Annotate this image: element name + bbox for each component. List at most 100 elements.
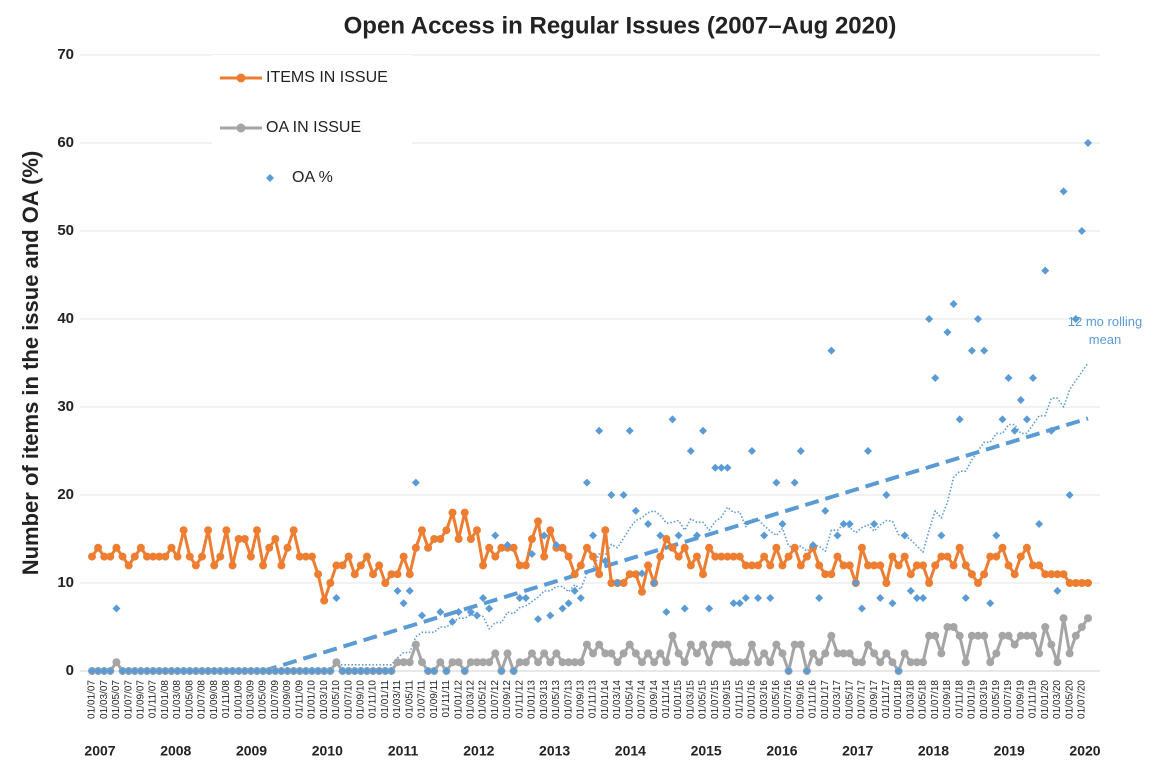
scatter-point — [228, 667, 237, 675]
series-marker — [1004, 561, 1013, 570]
series-marker — [534, 517, 543, 526]
scatter-point — [784, 667, 793, 675]
scatter-point — [735, 599, 744, 608]
series-marker — [986, 552, 995, 561]
series-marker — [289, 526, 298, 535]
series-marker — [460, 508, 469, 517]
scatter-point — [1071, 315, 1080, 323]
series-marker — [925, 579, 934, 587]
series-marker — [729, 552, 738, 561]
series-marker — [906, 570, 915, 579]
scatter-point — [307, 667, 316, 675]
scatter-point — [1041, 266, 1050, 275]
series-marker — [735, 552, 744, 561]
scatter-point — [906, 586, 915, 595]
x-tick-label: 01/01/20 — [1040, 680, 1051, 719]
x-tick-label: 01/11/14 — [661, 680, 672, 719]
series-marker — [686, 640, 695, 649]
year-label: 2017 — [842, 743, 873, 759]
series-marker — [149, 552, 158, 561]
scatter-point — [521, 593, 530, 602]
series-marker — [204, 526, 213, 535]
series-marker — [1016, 552, 1025, 561]
series-marker — [845, 649, 854, 658]
series-marker — [246, 552, 255, 561]
scatter-point — [393, 586, 402, 595]
scatter-point — [595, 426, 604, 435]
series-marker — [827, 631, 836, 640]
scatter-point — [527, 549, 536, 558]
series-marker — [521, 658, 530, 667]
legend-label: OA % — [292, 169, 333, 186]
scatter-point — [491, 531, 500, 540]
scatter-point — [369, 667, 378, 675]
series-marker — [411, 543, 420, 552]
scatter-point — [790, 478, 799, 487]
series-marker — [851, 658, 860, 667]
series-marker — [521, 561, 530, 570]
series-marker — [540, 552, 549, 561]
series-marker — [906, 658, 915, 667]
x-tick-label: 01/09/14 — [649, 680, 660, 719]
series-marker — [210, 561, 219, 570]
series-marker — [754, 658, 763, 667]
series-marker — [1022, 631, 1031, 640]
series-marker — [1029, 631, 1038, 640]
scatter-point — [1035, 520, 1044, 529]
scatter-point — [851, 579, 860, 587]
series-marker — [436, 535, 445, 543]
rolling-mean-line — [312, 362, 1089, 672]
scatter-point — [1029, 373, 1038, 382]
scatter-point — [882, 491, 891, 499]
series-marker — [320, 596, 329, 605]
x-tick-label: 01/03/07 — [99, 680, 110, 719]
scatter-point — [699, 426, 708, 435]
x-tick-label: 01/09/18 — [942, 680, 953, 719]
series-marker — [747, 640, 756, 649]
scatter-point — [332, 593, 341, 602]
scatter-point — [472, 611, 481, 620]
series-marker — [864, 640, 873, 649]
x-tick-label: 01/03/18 — [905, 680, 916, 719]
scatter-point — [362, 667, 371, 675]
scatter-point — [179, 667, 188, 675]
year-label: 2012 — [463, 743, 494, 759]
scatter-point — [601, 557, 610, 565]
series-marker — [864, 561, 873, 570]
scatter-point — [943, 328, 952, 337]
series-marker — [601, 649, 610, 658]
year-label: 2014 — [615, 743, 646, 759]
x-tick-label: 01/05/14 — [624, 680, 635, 719]
series-marker — [747, 561, 756, 570]
series-marker — [1004, 631, 1013, 640]
scatter-point — [741, 593, 750, 602]
scatter-point — [949, 300, 958, 309]
series-marker — [466, 658, 475, 667]
series-marker — [399, 552, 408, 561]
scatter-point — [692, 531, 701, 540]
series-marker — [265, 543, 274, 552]
scatter-point — [185, 667, 194, 675]
series-marker — [564, 552, 573, 561]
series-marker — [790, 640, 799, 649]
series-marker — [558, 658, 567, 667]
scatter-point — [136, 667, 145, 675]
scatter-point — [436, 608, 445, 617]
series-marker — [735, 658, 744, 667]
x-tick-label: 01/07/12 — [490, 680, 501, 719]
series-marker — [821, 649, 830, 658]
x-tick-label: 01/11/18 — [954, 680, 965, 719]
series-marker — [815, 561, 824, 570]
scatter-point — [644, 520, 653, 529]
series-marker — [240, 535, 249, 543]
scatter-point — [631, 506, 640, 515]
x-tick-label: 01/09/09 — [282, 680, 293, 719]
x-tick-label: 01/11/07 — [148, 680, 159, 719]
y-tick-label: 40 — [57, 310, 74, 327]
scatter-point — [717, 463, 726, 472]
annotation-text: 12 mo rolling mean — [1067, 314, 1143, 347]
series-marker — [686, 561, 695, 570]
scatter-point — [448, 617, 457, 626]
series-marker — [931, 631, 940, 640]
series-marker — [760, 649, 769, 658]
